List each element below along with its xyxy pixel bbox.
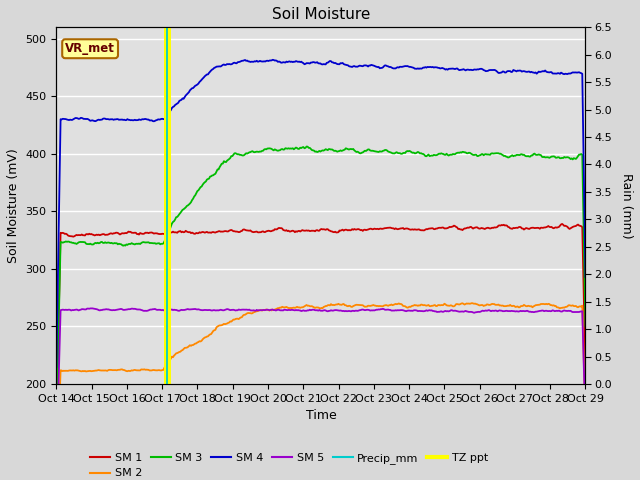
SM 5: [570, 309, 578, 315]
X-axis label: Time: Time: [305, 409, 336, 422]
SM 1: [486, 226, 494, 231]
SM 3: [305, 145, 312, 151]
SM 5: [340, 308, 348, 314]
Line: SM 1: SM 1: [56, 224, 586, 423]
SM 3: [570, 156, 578, 161]
SM 5: [88, 305, 95, 311]
SM 3: [340, 147, 348, 153]
SM 2: [570, 303, 578, 309]
SM 1: [570, 224, 578, 229]
SM 3: [52, 425, 60, 431]
SM 2: [582, 418, 589, 423]
Legend: SM 1, SM 2, SM 3, SM 4, SM 5, Precip_mm, TZ ppt: SM 1, SM 2, SM 3, SM 4, SM 5, Precip_mm,…: [86, 448, 493, 480]
SM 4: [269, 57, 276, 63]
SM 1: [582, 370, 589, 376]
Title: Soil Moisture: Soil Moisture: [272, 7, 370, 22]
SM 2: [468, 300, 476, 306]
SM 3: [303, 144, 310, 149]
SM 1: [304, 228, 312, 234]
SM 4: [52, 364, 60, 370]
SM 2: [307, 303, 315, 309]
SM 4: [308, 60, 316, 65]
SM 5: [582, 422, 589, 428]
SM 4: [570, 70, 578, 75]
SM 5: [305, 308, 312, 313]
SM 4: [582, 274, 589, 280]
SM 2: [487, 301, 495, 307]
SM 2: [339, 301, 346, 307]
SM 1: [52, 420, 60, 426]
SM 4: [340, 61, 348, 67]
SM 3: [487, 151, 495, 156]
Line: SM 5: SM 5: [56, 308, 586, 462]
SM 3: [369, 148, 376, 154]
Line: SM 4: SM 4: [56, 60, 586, 367]
SM 1: [367, 226, 375, 232]
Y-axis label: Soil Moisture (mV): Soil Moisture (mV): [7, 148, 20, 263]
SM 1: [339, 227, 346, 232]
Y-axis label: Rain (mm): Rain (mm): [620, 173, 633, 239]
SM 4: [305, 60, 312, 66]
SM 5: [369, 308, 376, 313]
Line: SM 3: SM 3: [56, 146, 586, 428]
SM 3: [308, 147, 316, 153]
SM 5: [52, 459, 60, 465]
SM 5: [487, 308, 495, 314]
Text: VR_met: VR_met: [65, 42, 115, 55]
SM 1: [558, 221, 566, 227]
SM 5: [308, 307, 316, 313]
SM 2: [304, 303, 312, 309]
SM 4: [487, 67, 495, 73]
Line: SM 2: SM 2: [56, 303, 586, 480]
SM 3: [582, 324, 589, 329]
SM 1: [307, 228, 315, 234]
SM 2: [367, 303, 375, 309]
SM 4: [369, 62, 376, 68]
